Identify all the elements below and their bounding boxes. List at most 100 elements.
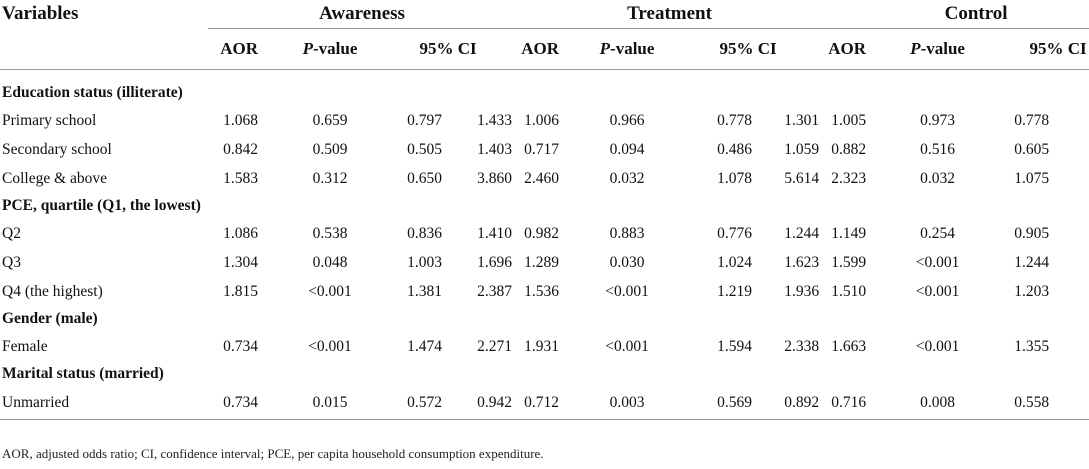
aor-cell: 2.460 <box>524 169 560 187</box>
pvalue-cell: 0.008 <box>888 387 988 420</box>
variables-header: Variables <box>2 3 79 25</box>
ci-upper-cell: 1.298 <box>1059 106 1089 135</box>
pvalue-cell: 0.094 <box>609 140 645 158</box>
ci-lower-cell: 1.474 <box>407 337 442 355</box>
pvalue-header: P-value <box>581 28 674 70</box>
ci-lower-cell: 1.219 <box>717 282 753 300</box>
aor-cell: 1.005 <box>831 111 867 129</box>
ci-upper-cell: 1.410 <box>477 224 513 242</box>
ci-header: 95% CI <box>987 28 1089 70</box>
section-header-row: PCE, quartile (Q1, the lowest) <box>0 193 1089 219</box>
ci-header: 95% CI <box>673 28 824 70</box>
ci-lower-cell: 1.381 <box>407 282 442 300</box>
aor-cell: 1.289 <box>524 253 560 271</box>
pvalue-cell: 0.032 <box>609 169 645 187</box>
pvalue-cell: 0.032 <box>920 169 955 187</box>
row-label: Primary school <box>2 111 97 129</box>
ci-upper-cell: 2.338 <box>784 337 820 355</box>
awareness-header: Awareness <box>208 0 517 29</box>
aor-cell: 1.815 <box>223 282 258 300</box>
aor-cell: 0.734 <box>208 387 280 420</box>
pvalue-cell: 0.516 <box>920 140 955 158</box>
section-header-row: Marital status (married) <box>0 361 1089 387</box>
ci-upper-cell: 0.918 <box>1059 387 1089 420</box>
row-label: Unmarried <box>0 387 208 420</box>
aor-cell: 1.931 <box>524 337 560 355</box>
aor-cell: 1.086 <box>223 224 258 242</box>
aor-cell: 0.716 <box>823 387 889 420</box>
aor-cell: 1.663 <box>831 337 867 355</box>
pvalue-cell: <0.001 <box>915 337 960 355</box>
ci-upper-cell: 1.301 <box>784 111 820 129</box>
aor-cell: 0.842 <box>223 140 258 158</box>
ci-upper-cell: 1.623 <box>784 253 820 271</box>
pvalue-cell: <0.001 <box>605 282 649 300</box>
aor-cell: 0.717 <box>524 140 560 158</box>
aor-cell: 0.734 <box>223 337 258 355</box>
pvalue-cell: <0.001 <box>915 253 960 271</box>
ci-lower-cell: 1.003 <box>407 253 442 271</box>
section-header-row: Education status (illiterate) <box>0 80 1089 106</box>
ci-upper-cell: 0.892 <box>762 387 824 420</box>
row-label: Q3 <box>2 253 21 271</box>
pvalue-cell: 0.048 <box>312 253 348 271</box>
pvalue-header: P-value <box>888 28 988 70</box>
aor-cell: 1.149 <box>831 224 867 242</box>
row-label: Female <box>2 337 48 355</box>
ci-lower-cell: 0.505 <box>407 140 442 158</box>
pvalue-cell: 0.509 <box>312 140 348 158</box>
ci-lower-cell: 1.244 <box>1014 253 1050 271</box>
treatment-header: Treatment <box>516 0 824 29</box>
ci-lower-cell: 0.650 <box>407 169 442 187</box>
aor-cell: 1.006 <box>524 111 560 129</box>
ci-lower-cell: 0.778 <box>717 111 753 129</box>
ci-header: 95% CI <box>380 28 517 70</box>
ci-upper-cell: 1.287 <box>1059 135 1089 164</box>
aor-cell: 2.323 <box>831 169 867 187</box>
section-title: PCE, quartile (Q1, the lowest) <box>2 197 201 214</box>
aor-cell: 1.536 <box>524 282 560 300</box>
ci-lower-cell: 1.075 <box>1014 169 1050 187</box>
ci-lower-cell: 0.605 <box>1014 140 1050 158</box>
table-row: Primary school 1.068 0.659 0.797 1.433 1.006 0… <box>0 106 1089 135</box>
aor-cell: 0.982 <box>524 224 560 242</box>
pvalue-cell: <0.001 <box>308 282 352 300</box>
aor-cell: 0.712 <box>516 387 582 420</box>
section-header-row: Gender (male) <box>0 306 1089 332</box>
aor-header: AOR <box>208 28 280 70</box>
ci-lower-cell: 0.905 <box>1014 224 1050 242</box>
section-title: Education status (illiterate) <box>2 84 183 101</box>
pvalue-header: P-value <box>280 28 380 70</box>
section-title: Gender (male) <box>2 310 98 327</box>
pvalue-cell: 0.003 <box>581 387 674 420</box>
column-header-row: AOR P-value 95% CI AOR P-value 95% CI AO… <box>0 28 1089 70</box>
ci-lower-cell: 1.203 <box>1014 282 1050 300</box>
pvalue-cell: 0.966 <box>609 111 645 129</box>
pvalue-cell: 0.030 <box>609 253 645 271</box>
row-label: Q2 <box>2 224 21 242</box>
table-footnote: AOR, adjusted odds ratio; CI, confidence… <box>2 446 544 461</box>
pvalue-cell: 0.659 <box>312 111 348 129</box>
ci-lower-cell: 0.797 <box>407 111 442 129</box>
pvalue-cell: <0.001 <box>605 337 649 355</box>
ci-lower-cell: 1.355 <box>1014 337 1050 355</box>
table-row: Secondary school 0.842 0.509 0.505 1.403 0.71… <box>0 135 1089 164</box>
blank-header <box>0 28 208 70</box>
pvalue-cell: 0.254 <box>920 224 955 242</box>
table-row: Unmarried 0.734 0.015 0.572 0.942 0.712 0.003 0… <box>0 387 1089 420</box>
ci-upper-cell: 2.271 <box>477 337 513 355</box>
ci-upper-cell: 1.936 <box>784 282 820 300</box>
ci-lower-cell: 0.486 <box>717 140 753 158</box>
ci-upper-cell: 1.403 <box>477 140 513 158</box>
ci-lower-cell: 0.778 <box>1014 111 1050 129</box>
pvalue-cell: <0.001 <box>915 282 960 300</box>
table-row: Female 0.734 <0.001 1.474 2.271 1.931 <0.001 1.… <box>0 332 1089 361</box>
section-title: Marital status (married) <box>2 365 164 382</box>
odds-ratio-table: Variables Awareness Treatment Control AO… <box>0 0 1089 420</box>
ci-upper-cell: 1.244 <box>784 224 820 242</box>
ci-upper-cell: 3.860 <box>477 169 513 187</box>
pvalue-cell: 0.883 <box>609 224 645 242</box>
aor-cell: 1.068 <box>223 111 258 129</box>
ci-upper-cell: 2.056 <box>1059 248 1089 277</box>
